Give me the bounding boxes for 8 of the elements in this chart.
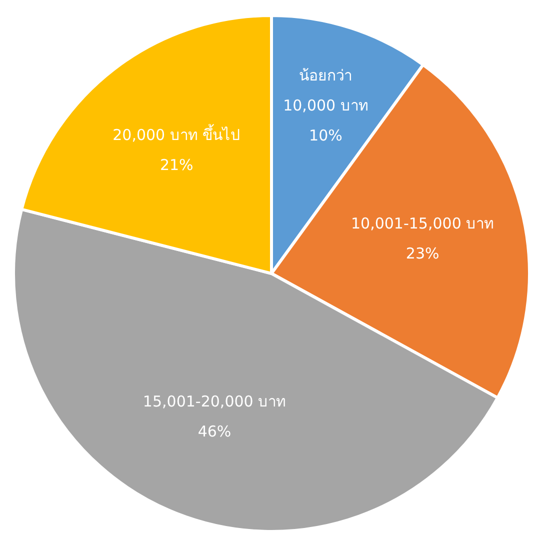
slice-label: น้อยกว่า 10,000 บาท bbox=[283, 66, 368, 115]
slice-label: 15,001-20,000 บาท bbox=[142, 392, 286, 410]
slice-label: 10,001-15,000 บาท bbox=[350, 214, 494, 233]
data-label: 46% bbox=[198, 422, 232, 440]
data-label: 23% bbox=[406, 244, 440, 263]
slice-label: 20,000 บาท ขึ้นไป bbox=[112, 124, 241, 144]
data-label: 21% bbox=[160, 156, 194, 174]
data-label: 10% bbox=[309, 126, 342, 145]
